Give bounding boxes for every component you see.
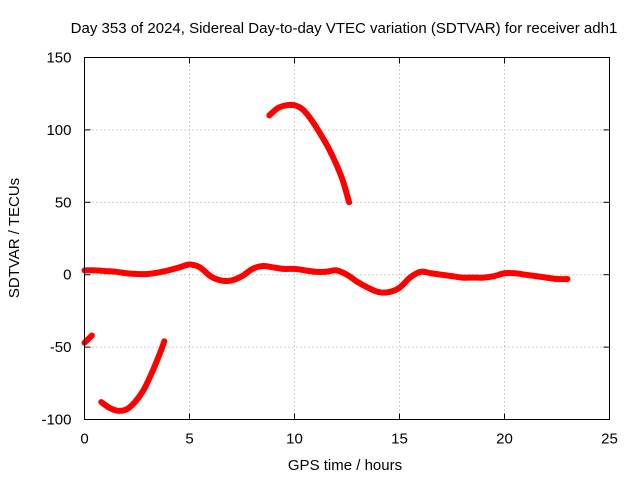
y-tick-label: 50 — [55, 194, 72, 211]
y-tick-label: 0 — [63, 267, 71, 284]
ticks — [84, 57, 610, 420]
x-tick-label: 10 — [286, 431, 303, 448]
x-tick-label: 25 — [601, 431, 618, 448]
y-axis-label: SDTVAR / TECUs — [6, 178, 23, 298]
x-axis-label: GPS time / hours — [288, 457, 402, 474]
x-tick-label: 20 — [496, 431, 513, 448]
series-layer — [81, 101, 571, 414]
chart-title: Day 353 of 2024, Sidereal Day-to-day VTE… — [71, 20, 618, 37]
grid — [84, 57, 610, 420]
y-tick-label: -100 — [41, 412, 71, 429]
y-tick-label: -50 — [50, 339, 72, 356]
x-tick-label: 5 — [185, 431, 193, 448]
y-tick-label: 100 — [46, 122, 71, 139]
series-upper-arc — [266, 101, 353, 206]
x-tick-label: 15 — [391, 431, 408, 448]
series-left-arc — [98, 338, 168, 414]
y-tick-label: 150 — [46, 50, 71, 67]
tick-labels: 0 5 10 15 20 25 -100 -50 0 50 100 150 — [41, 50, 617, 448]
x-tick-label: 0 — [80, 431, 88, 448]
plot-frame — [84, 57, 610, 420]
series-main-trace — [81, 261, 571, 296]
series-left-short-segment — [81, 332, 95, 346]
